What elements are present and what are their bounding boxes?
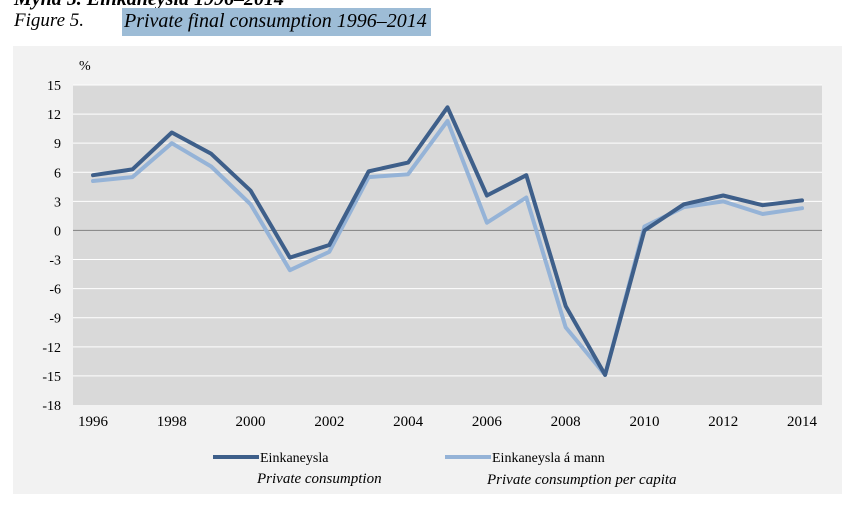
x-tick-label: 2006: [472, 414, 503, 430]
x-tick-label: 2012: [708, 414, 738, 430]
x-tick-label: 2004: [393, 414, 424, 430]
x-axis-ticks: 1996 1998 2000 2002 2004 2006 2008 2010 2012 2014: [78, 414, 818, 430]
y-tick-label: 15: [47, 79, 61, 94]
x-tick-label: 2002: [314, 414, 344, 430]
cut-off-heading: Mynd 5. Einkaneysla 1996–2014: [14, 0, 284, 11]
legend: Einkaneysla Private consumption Einkaney…: [213, 451, 677, 488]
x-tick-label: 2014: [787, 414, 818, 430]
figure-label: Figure 5.: [14, 10, 85, 31]
x-tick-label: 2000: [236, 414, 266, 430]
line-chart: 15 12 9 6 3 0 -3 -6 -9 -12 -15 -18 1996 1998 2000 2002…: [42, 59, 822, 488]
series-lines: [91, 105, 804, 377]
y-tick-label: 9: [54, 137, 61, 152]
legend-label-private-consumption-per-capita: Einkaneysla á mann: [492, 451, 605, 466]
x-tick-label: 1998: [157, 414, 187, 430]
y-tick-label: -6: [49, 283, 61, 298]
legend-sublabel-private-consumption-per-capita: Private consumption per capita: [486, 472, 677, 488]
legend-sublabel-private-consumption: Private consumption: [256, 471, 382, 487]
y-tick-label: 3: [54, 195, 61, 210]
legend-label-private-consumption: Einkaneysla: [260, 451, 329, 466]
y-tick-label: -12: [42, 341, 61, 356]
y-tick-label: -18: [42, 399, 61, 414]
y-tick-label: 6: [54, 166, 61, 181]
y-tick-label: -3: [49, 254, 61, 269]
figure-title: Private final consumption 1996–2014: [122, 8, 431, 36]
y-axis-ticks: 15 12 9 6 3 0 -3 -6 -9 -12 -15 -18: [42, 79, 61, 414]
y-tick-label: 0: [54, 224, 61, 239]
series-line-private-consumption-per-capita: [91, 118, 804, 377]
chart-frame: 15 12 9 6 3 0 -3 -6 -9 -12 -15 -18 1996 1998 2000 2002…: [13, 46, 842, 494]
y-tick-label: 12: [47, 108, 61, 123]
plot-area: [73, 85, 822, 405]
y-tick-label: -9: [49, 312, 61, 327]
y-tick-label: -15: [42, 370, 61, 385]
x-tick-label: 1996: [78, 414, 109, 430]
x-tick-label: 2010: [629, 414, 659, 430]
x-tick-label: 2008: [551, 414, 581, 430]
series-line-private-consumption: [91, 105, 804, 377]
y-axis-label: %: [79, 59, 91, 74]
